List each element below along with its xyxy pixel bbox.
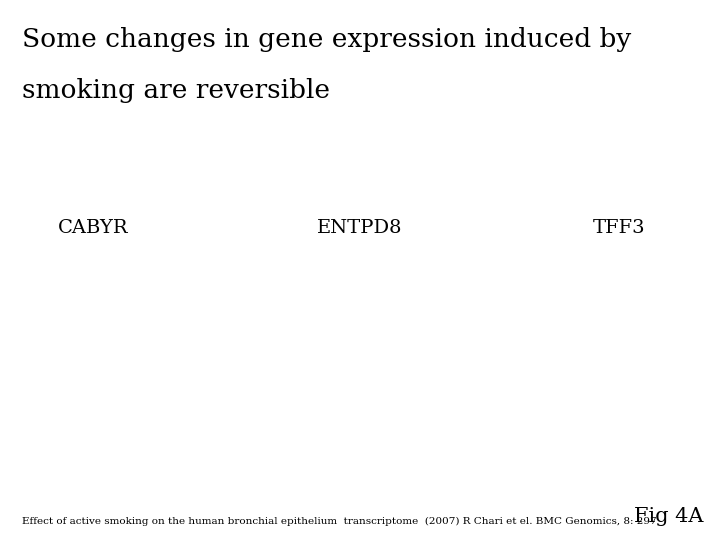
Text: CABYR: CABYR bbox=[58, 219, 129, 237]
Text: smoking are reversible: smoking are reversible bbox=[22, 78, 330, 103]
Text: TFF3: TFF3 bbox=[593, 219, 646, 237]
Text: Some changes in gene expression induced by: Some changes in gene expression induced … bbox=[22, 27, 631, 52]
Text: Effect of active smoking on the human bronchial epithelium  transcriptome  (2007: Effect of active smoking on the human br… bbox=[22, 517, 656, 526]
Text: Fig 4A: Fig 4A bbox=[634, 508, 703, 526]
Text: ENTPD8: ENTPD8 bbox=[318, 219, 402, 237]
